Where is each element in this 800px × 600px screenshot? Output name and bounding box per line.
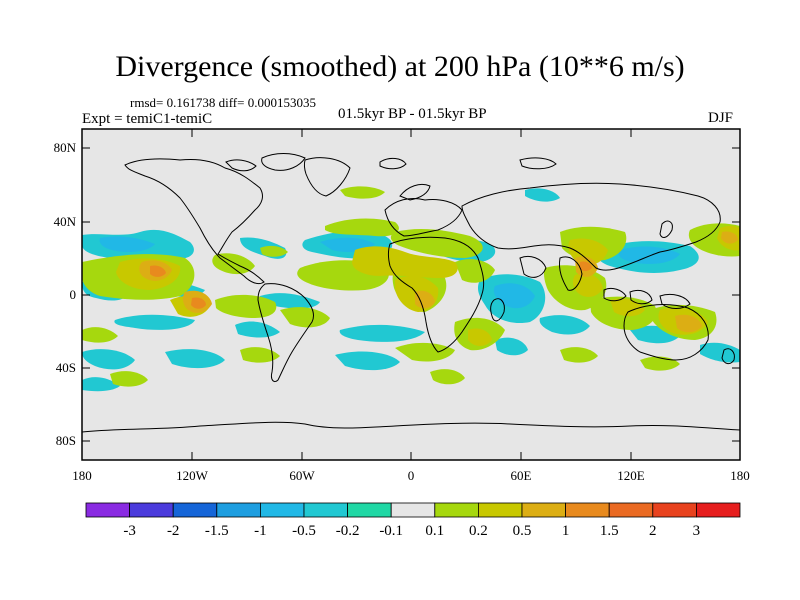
x-tick-label: 120W	[176, 468, 209, 483]
colorbar-swatch	[696, 502, 741, 518]
colorbar-swatch	[608, 502, 654, 518]
colorbar-label: 3	[693, 523, 701, 539]
coastlines	[82, 153, 740, 433]
period-label: 01.5kyr BP - 01.5kyr BP	[338, 106, 487, 122]
colorbar-label: 1	[562, 523, 570, 539]
colorbar: -3 -2 -1.5 -1 -0.5 -0.2 -0.1 0.1 0.2 0.5 1 1.5 2 3	[85, 502, 741, 539]
colorbar-swatch	[347, 502, 392, 518]
x-tick-label: 180	[72, 468, 92, 483]
chart-title: Divergence (smoothed) at 200 hPa (10**6 …	[115, 50, 685, 83]
colorbar-label: -3	[123, 523, 136, 539]
colorbar-label: -0.2	[336, 523, 360, 539]
colorbar-label: -0.5	[292, 523, 316, 539]
stats-line: rmsd= 0.161738 diff= 0.000153035	[130, 95, 316, 110]
y-tick-label: 40N	[54, 214, 77, 229]
colorbar-swatch	[172, 502, 218, 518]
colorbar-label: -2	[167, 523, 180, 539]
field-contours	[82, 153, 740, 433]
colorbar-swatch	[216, 502, 261, 518]
colorbar-label: 2	[649, 523, 657, 539]
x-tick-label: 60E	[511, 468, 532, 483]
colorbar-swatch	[565, 502, 610, 518]
y-tick-label: 0	[70, 287, 77, 302]
y-tick-label: 80S	[56, 433, 76, 448]
colorbar-swatch	[259, 502, 305, 518]
colorbar-swatch	[521, 502, 566, 518]
colorbar-swatch	[303, 502, 348, 518]
colorbar-label: -1	[254, 523, 267, 539]
colorbar-swatch	[652, 502, 697, 518]
y-tick-label: 40S	[56, 360, 76, 375]
colorbar-label: 0.1	[425, 523, 444, 539]
colorbar-label: -1.5	[205, 523, 229, 539]
colorbar-swatch	[129, 502, 174, 518]
colorbar-label: 1.5	[600, 523, 619, 539]
colorbar-swatch	[85, 502, 130, 518]
colorbar-swatch	[477, 502, 523, 518]
colorbar-label: -0.1	[379, 523, 403, 539]
y-tick-label: 80N	[54, 140, 77, 155]
colorbar-label: 0.2	[469, 523, 488, 539]
colorbar-label: 0.5	[513, 523, 532, 539]
x-tick-label: 0	[408, 468, 415, 483]
colorbar-swatch	[390, 502, 436, 518]
x-tick-label: 120E	[617, 468, 645, 483]
colorbar-swatch	[434, 502, 479, 518]
season-label: DJF	[708, 110, 734, 126]
x-tick-label: 180	[730, 468, 750, 483]
x-tick-label: 60W	[289, 468, 315, 483]
experiment-label: Expt = temiC1-temiC	[82, 111, 213, 127]
